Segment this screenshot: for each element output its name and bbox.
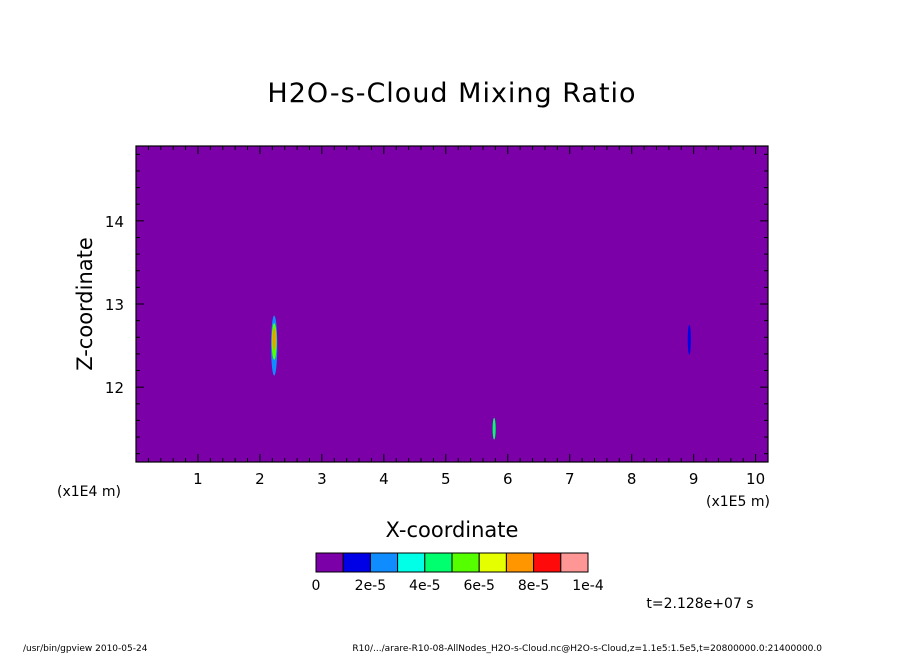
- colorbar-swatch: [424, 552, 453, 573]
- x-tick-label: 6: [503, 470, 513, 488]
- colorbar-swatch: [342, 552, 371, 573]
- chart-title: H2O-s-Cloud Mixing Ratio: [267, 78, 636, 109]
- y-tick-label: 12: [105, 379, 124, 397]
- x-axis-ticks: 1 2 3 4 5 6 7 8 9 10: [147, 146, 769, 488]
- cloud-feature-5: [687, 324, 691, 355]
- x-axis-title: X-coordinate: [386, 518, 519, 542]
- colorbar-swatch: [451, 552, 480, 573]
- plot-area: [136, 146, 768, 462]
- x-tick-label: 4: [379, 470, 389, 488]
- footer-left: /usr/bin/gpview 2010-05-24: [23, 644, 148, 654]
- y-axis-ticks: 12 13 14: [105, 153, 768, 455]
- colorbar-label: 1e-4: [572, 578, 604, 594]
- y-tick-label: 14: [105, 213, 124, 231]
- x-tick-label: 2: [255, 470, 265, 488]
- x-tick-label: 10: [746, 470, 765, 488]
- colorbar-label: 8e-5: [518, 578, 549, 594]
- colorbar-swatch: [560, 552, 589, 573]
- colorbar-swatch: [369, 552, 399, 573]
- colorbar-labels: 0 2e-5 4e-5 6e-5 8e-5 1e-4: [312, 578, 604, 594]
- cloud-features: [271, 315, 691, 440]
- colorbar-swatch: [478, 552, 507, 573]
- y-tick-label: 13: [105, 296, 124, 314]
- colorbar-swatch: [397, 552, 426, 573]
- y-axis-title: Z-coordinate: [73, 237, 97, 371]
- colorbar-swatch: [505, 552, 535, 573]
- x-tick-label: 9: [689, 470, 699, 488]
- cloud-feature-3: [272, 328, 276, 350]
- x-tick-label: 3: [317, 470, 327, 488]
- colorbar: [315, 552, 589, 573]
- colorbar-swatch: [315, 552, 344, 573]
- x-tick-label: 1: [193, 470, 203, 488]
- footer-right: R10/.../arare-R10-08-AllNodes_H2O-s-Clou…: [352, 644, 822, 654]
- y-axis-unit: (x1E4 m): [57, 484, 121, 500]
- colorbar-label: 6e-5: [463, 578, 494, 594]
- x-axis-unit: (x1E5 m): [706, 494, 770, 510]
- colorbar-frame: [315, 552, 589, 573]
- time-label: t=2.128e+07 s: [646, 596, 753, 612]
- x-tick-label: 7: [565, 470, 575, 488]
- colorbar-label: 2e-5: [355, 578, 386, 594]
- cloud-feature-4: [492, 417, 496, 440]
- colorbar-swatch: [533, 552, 562, 573]
- colorbar-label: 4e-5: [409, 578, 440, 594]
- colorbar-label: 0: [312, 578, 321, 594]
- x-tick-label: 8: [627, 470, 637, 488]
- x-tick-label: 5: [441, 470, 451, 488]
